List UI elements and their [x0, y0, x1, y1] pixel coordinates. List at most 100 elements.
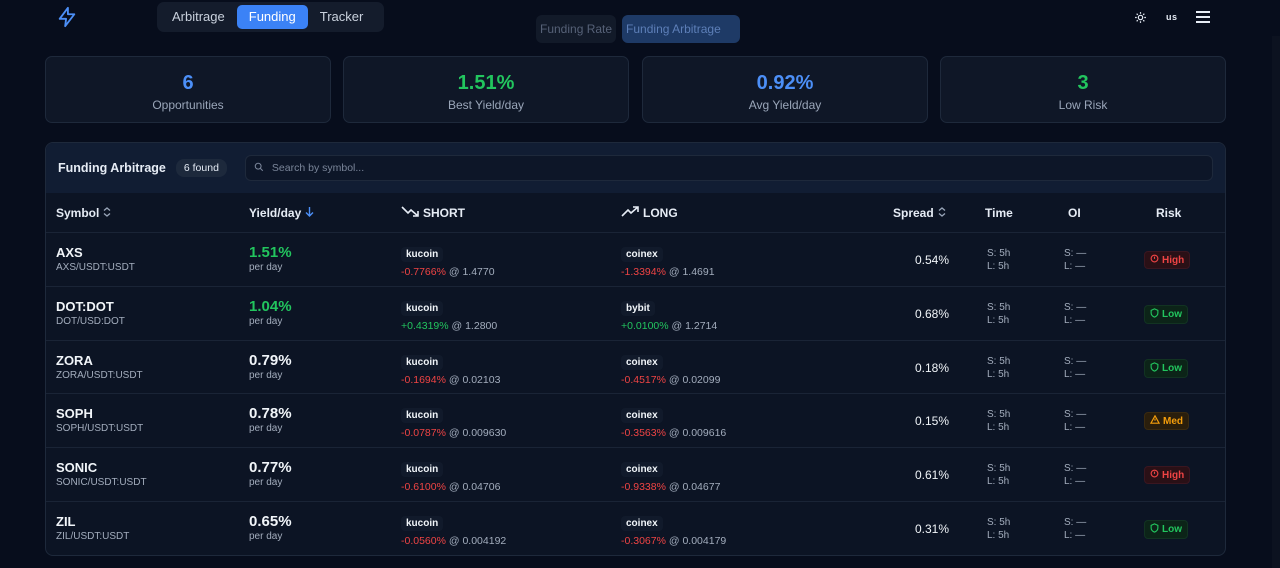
table-row[interactable]: ZIL ZIL/USDT:USDT 0.65% per day kucoin -… — [46, 502, 1225, 555]
oi-short: S: — — [1064, 248, 1087, 259]
short-rate: -0.7766% — [401, 266, 446, 278]
table-header: Symbol Yield/day SHORT LONG Spread Time … — [46, 193, 1225, 233]
symbol: DOT:DOT — [56, 298, 114, 314]
yield-value: 0.77% — [249, 459, 292, 477]
oi-short: S: — — [1064, 409, 1087, 421]
risk-med-icon — [1149, 415, 1161, 427]
short-rate-line: -0.6100% @ 0.04706 — [401, 481, 500, 493]
risk-label: Low — [1162, 523, 1182, 535]
long-exchange-badge: coinex — [621, 247, 663, 262]
risk-badge: Low — [1144, 519, 1188, 539]
col-time: Time — [985, 206, 1013, 220]
long-exchange-badge: coinex — [621, 408, 663, 424]
oi-cell: S: — L: — — [1064, 462, 1086, 488]
oi-long: L: — — [1064, 368, 1086, 380]
pair: SONIC/USDT:USDT — [56, 477, 147, 489]
col-long-label: LONG — [643, 206, 678, 220]
table-row[interactable]: AXS AXS/USDT:USDT 1.51% per day kucoin -… — [46, 233, 1225, 287]
long-exchange-badge: bybit — [621, 300, 655, 316]
symbol: SONIC — [56, 460, 98, 476]
risk-high-icon — [1150, 254, 1159, 266]
oi-cell: S: — L: — — [1064, 408, 1086, 434]
pair: ZIL/USDT:USDT — [56, 530, 130, 542]
col-short: SHORT — [401, 206, 465, 220]
spread-value: 0.68% — [914, 306, 949, 321]
per-day-label: per day — [249, 530, 283, 542]
risk-label: Med — [1163, 415, 1183, 427]
spread-value: 0.54% — [914, 253, 949, 267]
yield-cell: 1.51% per day — [249, 244, 292, 273]
time-short: S: 5h — [987, 409, 1011, 421]
long-rate-line: -1.3394% @ 1.4691 — [621, 266, 715, 278]
risk-label: Low — [1162, 362, 1182, 374]
risk-label: Low — [1162, 308, 1182, 320]
short-price: @ 0.04706 — [448, 481, 501, 494]
table-row[interactable]: SOPH SOPH/USDT:USDT 0.78% per day kucoin… — [46, 394, 1225, 449]
short-price: @ 0.009630 — [448, 427, 507, 440]
short-rate-line: -0.7766% @ 1.4770 — [401, 266, 495, 278]
risk-cell: Low — [1144, 519, 1188, 539]
long-price: @ 1.2714 — [671, 319, 718, 332]
table-body: AXS AXS/USDT:USDT 1.51% per day kucoin -… — [46, 233, 1225, 555]
col-risk-label: Risk — [1156, 206, 1182, 220]
time-long: L: 5h — [987, 422, 1010, 434]
time-cell: S: 5h L: 5h — [987, 301, 1010, 327]
time-cell: S: 5h L: 5h — [987, 355, 1010, 381]
spread-value: 0.31% — [914, 521, 949, 536]
yield-value: 1.04% — [249, 297, 292, 315]
short-rate-line: -0.0787% @ 0.009630 — [401, 427, 506, 439]
language-switcher[interactable]: us — [1166, 12, 1178, 22]
long-exchange-badge: coinex — [621, 515, 663, 531]
long-rate-line: -0.3563% @ 0.009616 — [621, 427, 726, 439]
col-yield-label: Yield/day — [249, 206, 302, 220]
short-rate: +0.4319% — [401, 319, 449, 332]
tab-funding[interactable]: Funding — [236, 5, 308, 29]
col-yield[interactable]: Yield/day — [249, 206, 314, 220]
time-long: L: 5h — [987, 476, 1010, 488]
long-rate: -0.4517% — [621, 373, 666, 386]
subtab-funding-rate[interactable]: Funding Rate — [536, 15, 617, 43]
symbol: AXS — [56, 245, 83, 260]
page-scrollbar[interactable] — [1272, 36, 1280, 568]
col-risk: Risk — [1156, 206, 1181, 220]
time-short: S: 5h — [987, 355, 1011, 367]
time-cell: S: 5h L: 5h — [987, 462, 1010, 488]
app-logo-icon[interactable] — [56, 6, 78, 28]
theme-sun-icon[interactable] — [1132, 9, 1148, 25]
col-symbol[interactable]: Symbol — [56, 206, 111, 220]
yield-cell: 1.04% per day — [249, 298, 292, 327]
risk-badge: High — [1144, 251, 1191, 269]
oi-cell: S: — L: — — [1064, 355, 1086, 381]
stat-label: Opportunities — [152, 98, 224, 112]
time-long: L: 5h — [987, 261, 1010, 272]
symbol-cell: DOT:DOT DOT/USD:DOT — [56, 299, 125, 327]
symbol-cell: SONIC SONIC/USDT:USDT — [56, 460, 147, 488]
menu-icon[interactable] — [1195, 9, 1211, 25]
table-row[interactable]: SONIC SONIC/USDT:USDT 0.77% per day kuco… — [46, 448, 1225, 502]
per-day-label: per day — [249, 477, 283, 489]
subtab-funding-arbitrage[interactable]: Funding Arbitrage — [622, 15, 741, 43]
oi-long: L: — — [1064, 422, 1086, 434]
yield-cell: 0.65% per day — [249, 513, 292, 542]
long-price: @ 0.004179 — [668, 534, 727, 547]
table-row[interactable]: DOT:DOT DOT/USD:DOT 1.04% per day kucoin… — [46, 287, 1225, 341]
table-row[interactable]: ZORA ZORA/USDT:USDT 0.79% per day kucoin… — [46, 341, 1225, 395]
col-spread[interactable]: Spread — [893, 206, 946, 220]
time-long: L: 5h — [987, 314, 1010, 326]
per-day-label: per day — [249, 423, 283, 435]
long-exchange-badge: coinex — [621, 354, 663, 370]
long-cell: coinex -0.3067% @ 0.004179 — [621, 513, 726, 547]
search-input[interactable] — [271, 162, 1212, 174]
short-cell: kucoin -0.0560% @ 0.004192 — [401, 513, 506, 547]
short-exchange-badge: kucoin — [401, 354, 444, 370]
funding-arbitrage-panel: Funding Arbitrage 6 found Symbol Yield/d… — [45, 142, 1226, 556]
oi-long: L: — — [1064, 476, 1086, 488]
long-rate: -0.3067% — [621, 534, 666, 547]
long-rate-line: +0.0100% @ 1.2714 — [621, 320, 717, 332]
long-cell: coinex -0.4517% @ 0.02099 — [621, 352, 720, 386]
col-oi: OI — [1068, 206, 1081, 220]
main-nav: Arbitrage Funding Tracker — [157, 2, 384, 32]
long-rate: -1.3394% — [621, 266, 666, 278]
tab-arbitrage[interactable]: Arbitrage — [172, 9, 225, 24]
tab-tracker[interactable]: Tracker — [319, 9, 364, 24]
